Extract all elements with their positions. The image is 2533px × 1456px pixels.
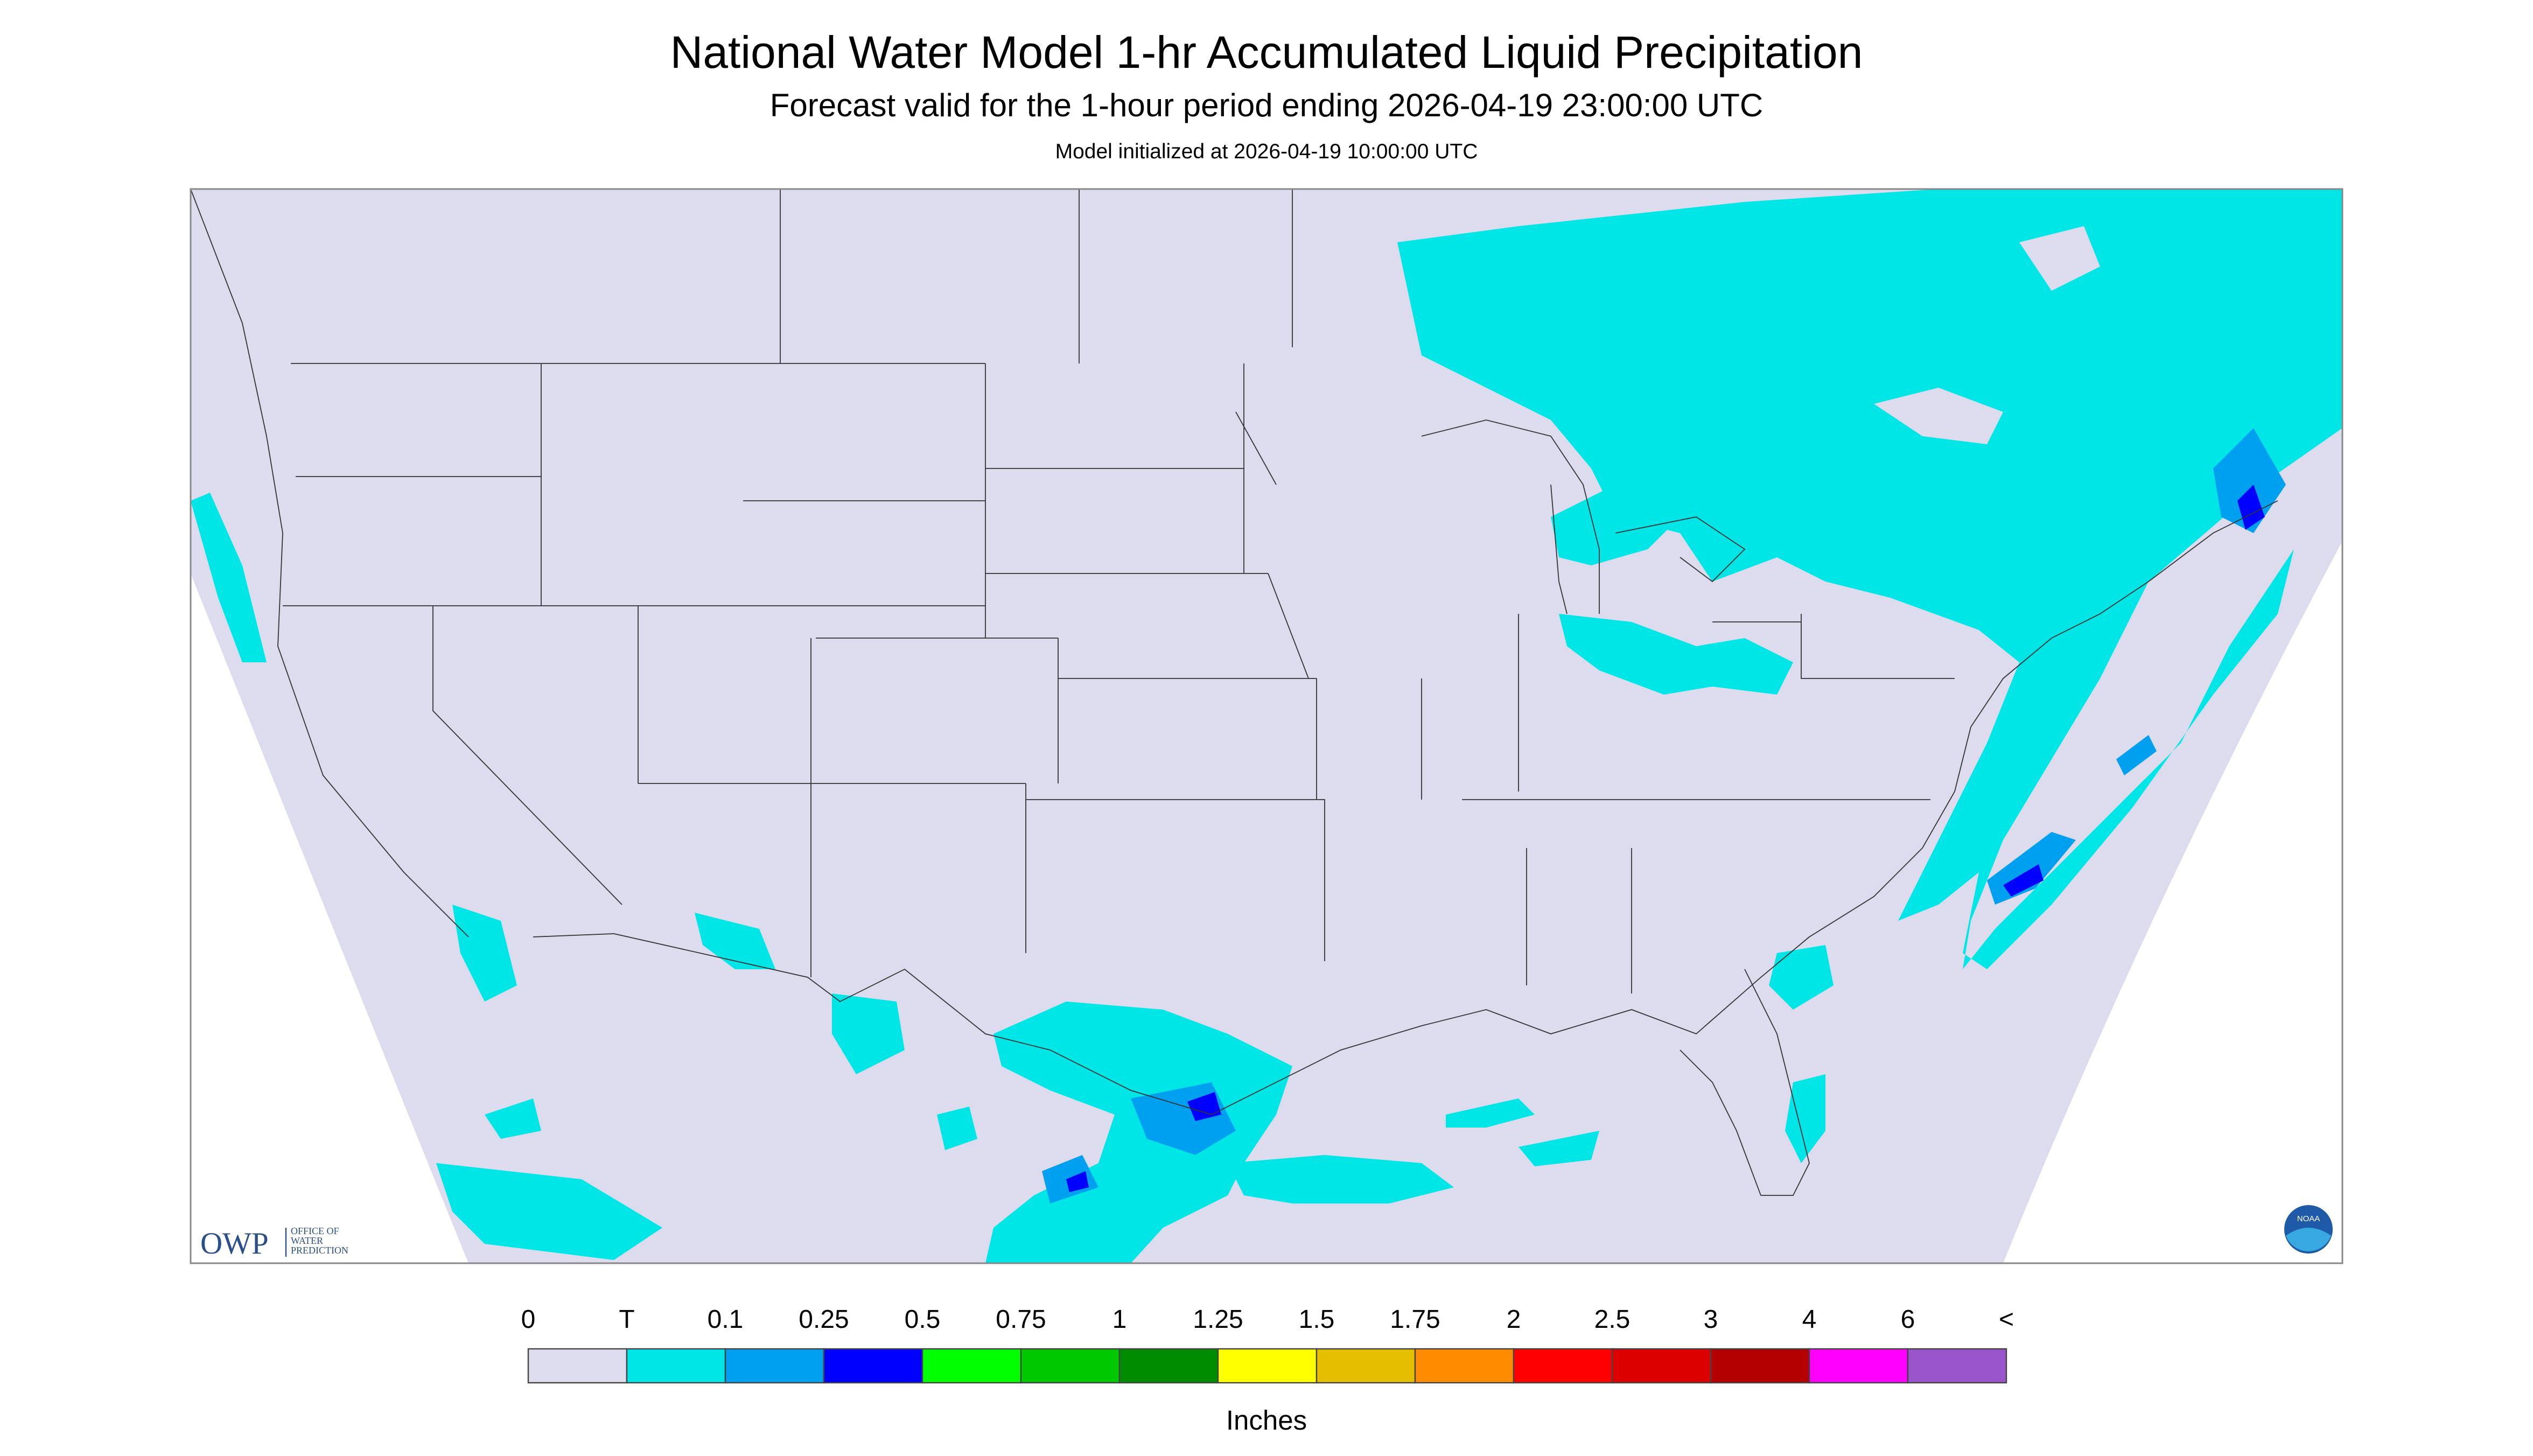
legend-swatch bbox=[1414, 1348, 1515, 1384]
legend-label: 0.75 bbox=[996, 1305, 1046, 1334]
owp-line1: OFFICE OF bbox=[291, 1226, 339, 1236]
legend-label: 0.1 bbox=[708, 1305, 744, 1334]
legend-swatch bbox=[1118, 1348, 1219, 1384]
owp-line2: WATER bbox=[291, 1235, 323, 1246]
noaa-text: NOAA bbox=[2297, 1214, 2320, 1223]
legend-label: 0 bbox=[521, 1305, 536, 1334]
legend-swatch bbox=[1907, 1348, 2007, 1384]
legend-swatch bbox=[1611, 1348, 1712, 1384]
legend-swatch bbox=[1217, 1348, 1318, 1384]
legend-swatch bbox=[527, 1348, 628, 1384]
legend-units: Inches bbox=[1226, 1405, 1307, 1436]
legend-label: < bbox=[1999, 1305, 2014, 1334]
legend-swatch bbox=[823, 1348, 923, 1384]
legend-swatch bbox=[921, 1348, 1022, 1384]
title: National Water Model 1-hr Accumulated Li… bbox=[670, 27, 1863, 78]
legend-label: 1.25 bbox=[1193, 1305, 1243, 1334]
legend-label: 2 bbox=[1507, 1305, 1521, 1334]
subtitle: Forecast valid for the 1-hour period end… bbox=[770, 87, 1763, 123]
owp-line3: PREDICTION bbox=[291, 1245, 348, 1256]
legend-label: 1 bbox=[1112, 1305, 1127, 1334]
legend-label: 0.5 bbox=[905, 1305, 941, 1334]
precip-heavy bbox=[1066, 485, 2265, 1193]
legend-label: 2.5 bbox=[1594, 1305, 1631, 1334]
legend-swatch bbox=[1710, 1348, 1810, 1384]
legend-swatch bbox=[626, 1348, 726, 1384]
legend-label: 1.5 bbox=[1299, 1305, 1335, 1334]
legend-label: 3 bbox=[1704, 1305, 1718, 1334]
legend-swatch bbox=[1020, 1348, 1121, 1384]
legend-swatch bbox=[1316, 1348, 1416, 1384]
map: OWP OFFICE OF WATER PREDICTION NOAA bbox=[190, 188, 2343, 1264]
legend-label: 6 bbox=[1901, 1305, 1915, 1334]
boundaries bbox=[190, 188, 2278, 1196]
noaa-logo: NOAA bbox=[2284, 1205, 2333, 1254]
owp-logo: OWP OFFICE OF WATER PREDICTION bbox=[200, 1226, 348, 1261]
legend: 0 T 0.1 0.25 0.5 0.75 1 1.25 1.5 1.75 2 2.5 3 4 6 < bbox=[521, 1305, 2014, 1384]
legend-label: 1.75 bbox=[1390, 1305, 1440, 1334]
legend-label: 4 bbox=[1802, 1305, 1817, 1334]
legend-swatch bbox=[1808, 1348, 1909, 1384]
init-time: Model initialized at 2026-04-19 10:00:00… bbox=[1055, 140, 1478, 163]
legend-swatch bbox=[724, 1348, 825, 1384]
noaa-wave bbox=[2286, 1228, 2331, 1251]
legend-label: T bbox=[619, 1305, 634, 1334]
map-frame bbox=[190, 188, 2343, 1264]
legend-swatch bbox=[1513, 1348, 1613, 1384]
owp-text: OWP bbox=[200, 1227, 269, 1261]
legend-label: 0.25 bbox=[799, 1305, 849, 1334]
